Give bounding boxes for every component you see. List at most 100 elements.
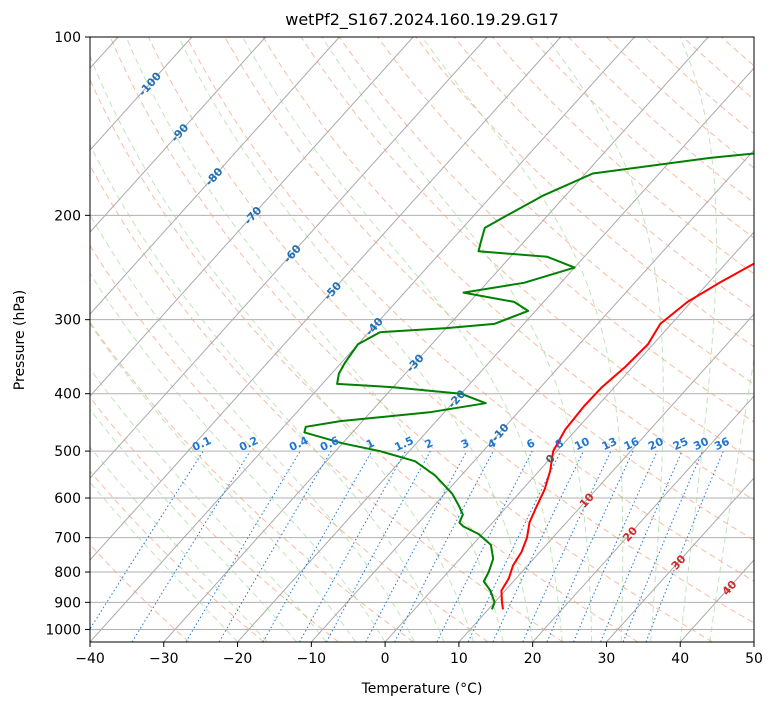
x-tick-label: −10	[297, 651, 327, 667]
mixing-ratio-line	[299, 450, 407, 642]
y-axis: 100 200 300 400 500 600 700 800 900 1000	[45, 30, 90, 638]
x-axis-label: Temperature (°C)	[361, 681, 483, 697]
moist-adiabat	[178, 37, 534, 642]
y-tick-label: 800	[54, 565, 81, 581]
isotherm-line	[384, 231, 754, 642]
mixing-ratio-line	[492, 450, 584, 642]
chart-title: wetPf2_S167.2024.160.19.29.G17	[285, 10, 559, 30]
x-tick-label: 0	[381, 651, 390, 667]
isotherm-line	[90, 37, 488, 479]
mixing-ratio-line	[546, 450, 634, 642]
mixing-ratio-line	[573, 450, 658, 642]
dry-adiabat	[759, 37, 775, 642]
dry-adiabat	[377, 37, 754, 385]
dry-adiabat	[644, 37, 754, 135]
mixing-ratio-label: 10	[572, 435, 592, 453]
isotherm-line	[90, 37, 414, 397]
x-tick-label: −20	[223, 651, 253, 667]
y-tick-label: 1000	[45, 622, 81, 638]
moist-adiabat	[709, 356, 754, 642]
isopleth-labels: 0.1 0.2 0.4 0.6 1 1.5 2 3 4 6 8 10 13 16 20 25 30 36-100-…	[136, 69, 740, 598]
isotherm-line	[237, 67, 754, 642]
y-tick-label: 500	[54, 444, 81, 460]
dry-adiabat	[147, 37, 754, 624]
moist-adiabat	[90, 446, 268, 642]
mixing-ratio-label: 30	[691, 435, 711, 453]
dry-adiabat	[720, 37, 754, 67]
mixing-ratio-line	[131, 450, 251, 642]
y-tick-label: 700	[54, 531, 81, 547]
dry-adiabat	[491, 37, 754, 275]
isotherm-line	[90, 37, 635, 642]
isotherm-line	[458, 313, 754, 642]
mixing-ratio-line	[622, 450, 704, 642]
dry-adiabat	[90, 321, 414, 642]
x-tick-label: 10	[450, 651, 468, 667]
isotherm-line	[90, 37, 340, 315]
mixing-ratio-line	[90, 450, 204, 630]
dry-adiabat	[224, 37, 754, 541]
dry-adiabat	[262, 37, 754, 501]
dewpoint-line	[303, 152, 754, 610]
isotherm-line	[753, 641, 754, 642]
isotherm-line	[163, 37, 709, 642]
isotherm-line	[679, 559, 754, 642]
x-tick-label: 30	[598, 651, 616, 667]
mixing-ratio-line	[365, 450, 468, 642]
mixing-ratio-label: 36	[712, 435, 732, 453]
moist-adiabat	[242, 37, 563, 642]
isotherm-line	[90, 37, 266, 233]
mixing-ratio-label: 20	[646, 435, 666, 453]
moist-adiabat	[90, 272, 386, 642]
y-tick-label: 200	[54, 208, 81, 224]
dry-adiabat	[90, 543, 190, 642]
mixing-ratio-label: 13	[600, 435, 619, 453]
moist-adiabat	[90, 323, 357, 642]
isotherm-line	[532, 395, 754, 642]
isotherm-line	[606, 477, 754, 642]
mixing-ratio-line	[436, 450, 533, 642]
y-tick-label: 100	[54, 30, 81, 46]
dry-adiabat	[90, 396, 339, 642]
mixing-ratio-label: 25	[671, 435, 690, 453]
moist-adiabat	[545, 37, 664, 642]
mixing-ratio-line	[262, 450, 373, 642]
mixing-ratio-label: 6	[525, 436, 538, 451]
x-axis: −40 −30 −20 −10 0 10 20 30 40 50	[75, 642, 763, 667]
mixing-ratio-line	[645, 450, 724, 642]
grid-layer	[90, 37, 775, 642]
moist-adiabat	[125, 37, 504, 642]
temperature-line	[500, 262, 754, 610]
moist-adiabat	[321, 37, 593, 642]
x-tick-label: −40	[75, 651, 105, 667]
y-tick-label: 600	[54, 491, 81, 507]
y-tick-label: 900	[54, 595, 81, 611]
moist-adiabat	[679, 37, 717, 642]
dry-adiabat	[90, 244, 489, 642]
isotherm-line	[310, 149, 754, 642]
dry-adiabat	[90, 470, 265, 642]
moist-adiabat	[90, 367, 327, 642]
moist-adiabat	[90, 143, 445, 642]
x-tick-label: 20	[524, 651, 542, 667]
moist-adiabat	[90, 408, 297, 642]
mixing-ratio-label: 3	[459, 436, 471, 451]
y-axis-label: Pressure (hPa)	[12, 290, 28, 390]
moist-adiabat	[421, 37, 624, 642]
dry-adiabat	[415, 37, 754, 348]
x-tick-label: 50	[745, 651, 763, 667]
dry-adiabat	[529, 37, 754, 239]
dry-adiabat	[682, 37, 754, 101]
mixing-ratio-line	[600, 450, 683, 642]
moist-adiabat	[90, 481, 238, 642]
isotherm-label: -100	[136, 69, 164, 98]
mixing-ratio-line	[325, 450, 431, 642]
dry-adiabat	[453, 37, 754, 311]
isotherm-line	[90, 37, 193, 151]
dry-adiabat	[338, 37, 754, 423]
moist-adiabat	[90, 54, 475, 642]
isotherm-line	[90, 37, 562, 561]
x-tick-label: −30	[149, 651, 179, 667]
curves-layer	[303, 152, 754, 610]
